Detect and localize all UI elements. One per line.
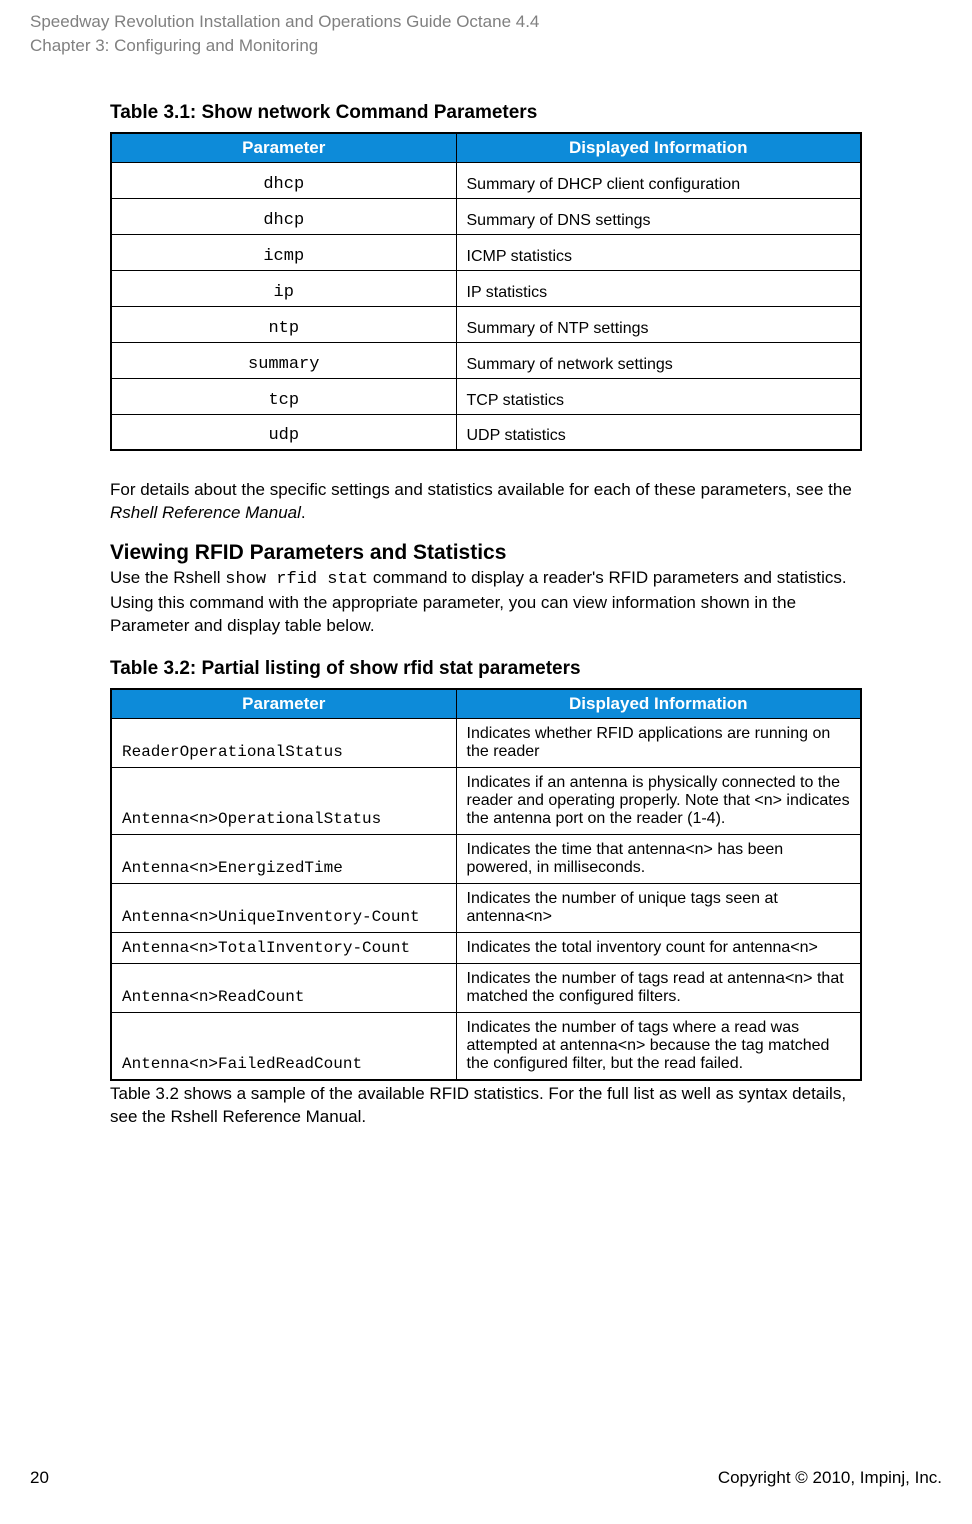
table1-param: summary	[111, 342, 456, 378]
table-row: dhcp Summary of DHCP client configuratio…	[111, 162, 861, 198]
table2-param: Antenna<n>FailedReadCount	[111, 1012, 456, 1080]
table-row: icmp ICMP statistics	[111, 234, 861, 270]
para1-italic: Rshell Reference Manual	[110, 503, 301, 522]
table1-header-param: Parameter	[111, 133, 456, 163]
table2-desc: Indicates the number of unique tags seen…	[456, 883, 861, 932]
table-row: tcp TCP statistics	[111, 378, 861, 414]
para2-pre: Use the Rshell	[110, 568, 225, 587]
table-row: ReaderOperationalStatus Indicates whethe…	[111, 718, 861, 767]
table1-param: icmp	[111, 234, 456, 270]
table1-param: ip	[111, 270, 456, 306]
table2-param: Antenna<n>EnergizedTime	[111, 834, 456, 883]
table1-param: tcp	[111, 378, 456, 414]
table2-desc: Indicates the total inventory count for …	[456, 932, 861, 963]
table-row: Antenna<n>TotalInventory-Count Indicates…	[111, 932, 861, 963]
table1-desc: TCP statistics	[456, 378, 861, 414]
table1-param: dhcp	[111, 162, 456, 198]
table1-show-network: Parameter Displayed Information dhcp Sum…	[110, 132, 862, 452]
table1-param: ntp	[111, 306, 456, 342]
table1-desc: Summary of DNS settings	[456, 198, 861, 234]
table-row: udp UDP statistics	[111, 414, 861, 450]
table-row: Antenna<n>ReadCount Indicates the number…	[111, 963, 861, 1012]
para1-pre: For details about the specific settings …	[110, 480, 852, 499]
table2-caption: Table 3.2: Partial listing of show rfid …	[110, 658, 862, 680]
main-content: Table 3.1: Show network Command Paramete…	[30, 58, 942, 1129]
table2-desc: Indicates the number of tags where a rea…	[456, 1012, 861, 1080]
table1-desc: Summary of network settings	[456, 342, 861, 378]
table2-desc: Indicates if an antenna is physically co…	[456, 767, 861, 834]
spacer	[110, 638, 862, 658]
table1-desc: IP statistics	[456, 270, 861, 306]
table-row: Antenna<n>OperationalStatus Indicates if…	[111, 767, 861, 834]
table-row: summary Summary of network settings	[111, 342, 861, 378]
para2-mono: show rfid stat	[225, 570, 368, 589]
copyright-text: Copyright © 2010, Impinj, Inc.	[718, 1468, 942, 1488]
para3-post: .	[361, 1107, 366, 1126]
page-footer: 20 Copyright © 2010, Impinj, Inc.	[30, 1468, 942, 1488]
table-row: ntp Summary of NTP settings	[111, 306, 861, 342]
para3-italic: Rshell Reference Manual	[171, 1107, 362, 1126]
table-row: Antenna<n>EnergizedTime Indicates the ti…	[111, 834, 861, 883]
doc-header-line2: Chapter 3: Configuring and Monitoring	[30, 34, 942, 58]
table2-param: Antenna<n>OperationalStatus	[111, 767, 456, 834]
para1-post: .	[301, 503, 306, 522]
para-after-table2: Table 3.2 shows a sample of the availabl…	[110, 1083, 862, 1129]
section-heading-rfid: Viewing RFID Parameters and Statistics	[110, 541, 862, 565]
table1-param: udp	[111, 414, 456, 450]
table1-desc: UDP statistics	[456, 414, 861, 450]
table2-param: Antenna<n>UniqueInventory-Count	[111, 883, 456, 932]
page-number: 20	[30, 1468, 49, 1488]
table-row: Antenna<n>FailedReadCount Indicates the …	[111, 1012, 861, 1080]
table1-desc: Summary of DHCP client configuration	[456, 162, 861, 198]
table2-desc: Indicates the number of tags read at ant…	[456, 963, 861, 1012]
doc-header-line1: Speedway Revolution Installation and Ope…	[30, 10, 942, 34]
table2-rfid-stat: Parameter Displayed Information ReaderOp…	[110, 688, 862, 1081]
table-row: ip IP statistics	[111, 270, 861, 306]
table-row: dhcp Summary of DNS settings	[111, 198, 861, 234]
table2-header-info: Displayed Information	[456, 689, 861, 719]
table2-param: Antenna<n>TotalInventory-Count	[111, 932, 456, 963]
para-use-rshell: Use the Rshell show rfid stat command to…	[110, 567, 862, 638]
table2-desc: Indicates whether RFID applications are …	[456, 718, 861, 767]
table1-header-info: Displayed Information	[456, 133, 861, 163]
table-row: Antenna<n>UniqueInventory-Count Indicate…	[111, 883, 861, 932]
table1-desc: ICMP statistics	[456, 234, 861, 270]
table1-param: dhcp	[111, 198, 456, 234]
table2-param: Antenna<n>ReadCount	[111, 963, 456, 1012]
table1-caption: Table 3.1: Show network Command Paramete…	[110, 102, 862, 124]
table2-header-param: Parameter	[111, 689, 456, 719]
table2-param: ReaderOperationalStatus	[111, 718, 456, 767]
table2-desc: Indicates the time that antenna<n> has b…	[456, 834, 861, 883]
table1-desc: Summary of NTP settings	[456, 306, 861, 342]
para-rshell-details: For details about the specific settings …	[110, 479, 862, 525]
